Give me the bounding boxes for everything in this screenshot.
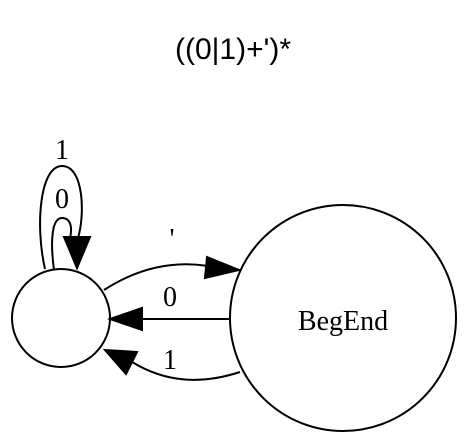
prime-transition-label: ': [169, 224, 174, 255]
self-loop-0-edge: 0: [51, 184, 72, 271]
one-return-label: 1: [163, 345, 177, 376]
prime-transition-edge: ': [103, 224, 243, 291]
self-loop-1-edge: 1: [39, 135, 92, 271]
diagram-title: ((0|1)+')*: [175, 33, 291, 66]
begend-state: BegEnd: [229, 204, 457, 432]
one-return-edge: 1: [102, 345, 241, 381]
zero-return-label: 0: [163, 282, 177, 313]
zero-return-edge: 0: [106, 282, 230, 332]
self-loop-0-label: 0: [55, 184, 69, 215]
start-state: [11, 268, 111, 368]
self-loop-1-label: 1: [55, 135, 69, 166]
begend-state-label: BegEnd: [298, 306, 388, 337]
